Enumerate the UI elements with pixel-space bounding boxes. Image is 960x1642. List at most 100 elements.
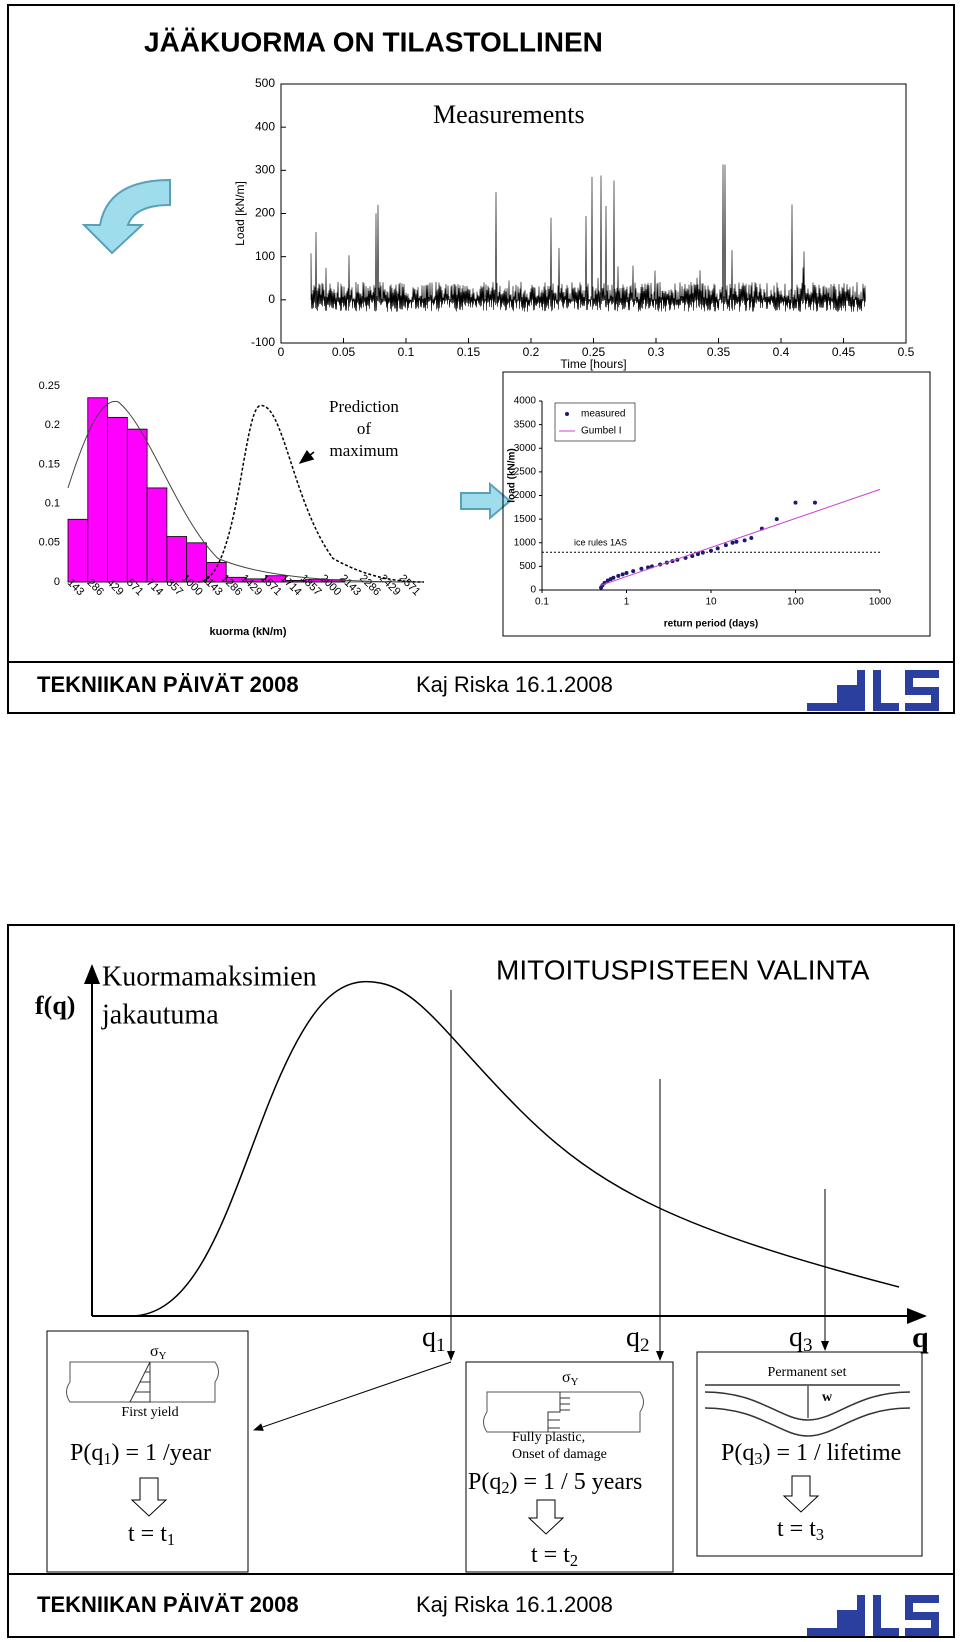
x-tick-label: 0.5 xyxy=(898,345,915,359)
fit-line xyxy=(600,488,881,586)
logo-shape xyxy=(807,1595,865,1636)
x-tick-label: 2000 xyxy=(318,572,344,598)
x-tick-label: 0.3 xyxy=(648,345,665,359)
bar xyxy=(146,487,168,583)
text-part: P(q xyxy=(721,1440,754,1466)
x-tick-label: 1286 xyxy=(219,572,245,598)
down-arrow xyxy=(527,1499,565,1535)
logo-shape xyxy=(807,670,865,711)
bar xyxy=(126,428,148,583)
probability: P(q2) = 1 / 5 years xyxy=(468,1469,642,1497)
logo xyxy=(807,670,939,711)
bar xyxy=(67,518,89,583)
point xyxy=(709,548,713,553)
q-label: q3 xyxy=(789,1322,813,1356)
time-label: t = t1 xyxy=(128,1521,175,1549)
bar xyxy=(87,397,108,583)
signal-trace xyxy=(310,164,866,312)
y-tick-label: 400 xyxy=(255,119,275,133)
time-label: t = t2 xyxy=(531,1542,578,1570)
x-tick-label: 0 xyxy=(278,345,285,359)
point xyxy=(742,538,747,543)
stress-diagram xyxy=(129,1361,151,1403)
x-axis-label: kuorma (kN/m) xyxy=(209,626,286,638)
x-tick-label: 10 xyxy=(705,597,717,608)
y-tick-label: 0.25 xyxy=(39,380,60,392)
stress-label: σY xyxy=(150,1343,167,1362)
x-tick-label: 0.25 xyxy=(582,345,606,359)
stress-diagram xyxy=(547,1392,570,1432)
logo xyxy=(807,1595,939,1636)
logo-shape xyxy=(905,1595,939,1636)
footer-author: Kaj Riska 16.1.2008 xyxy=(416,672,613,697)
x-tick-label: 0.2 xyxy=(523,345,540,359)
point xyxy=(620,572,625,577)
stress-label: σY xyxy=(562,1369,579,1388)
point xyxy=(812,500,817,505)
annotation-arrow xyxy=(298,449,315,464)
caption: Permanent set xyxy=(768,1365,847,1380)
y-tick-label: 0.05 xyxy=(39,537,60,549)
y-tick-label: 0.1 xyxy=(45,498,60,510)
subscript: Y xyxy=(571,1376,579,1388)
distribution-curve xyxy=(130,980,900,1317)
subscript: 1 xyxy=(167,1530,175,1549)
footer-event: TEKNIIKAN PÄIVÄT 2008 xyxy=(37,1592,299,1617)
text-part: q xyxy=(789,1322,803,1353)
x-axis-label: return period (days) xyxy=(664,619,758,630)
text-part: t = t xyxy=(531,1542,570,1568)
legend-label: measured xyxy=(581,409,625,420)
axis-label: q xyxy=(912,1321,929,1354)
logo-shape xyxy=(905,670,939,711)
y-tick-label: 500 xyxy=(519,561,536,572)
text-part: ) = 1 / 5 years xyxy=(510,1469,643,1495)
caption: First yield xyxy=(121,1405,178,1420)
y-tick-label: 2500 xyxy=(514,467,537,478)
x-tick-label: 0.1 xyxy=(398,345,415,359)
point xyxy=(730,540,735,545)
y-tick-label: 1000 xyxy=(514,537,537,548)
caption: Fully plastic, xyxy=(512,1430,585,1445)
slide-title: MITOITUSPISTEEN VALINTA xyxy=(496,954,870,985)
subscript: 2 xyxy=(570,1551,578,1570)
subscript: 3 xyxy=(816,1525,824,1544)
subscript: 3 xyxy=(803,1335,813,1356)
y-tick-label: 0.2 xyxy=(45,419,60,431)
point xyxy=(734,539,739,544)
y-tick-label: 2000 xyxy=(514,490,537,501)
logo-shape xyxy=(873,1595,899,1636)
logo-shape xyxy=(873,670,899,711)
text-part: t = t xyxy=(128,1521,167,1547)
x-tick-label: 0.35 xyxy=(707,345,731,359)
point xyxy=(700,550,705,555)
point xyxy=(631,569,636,574)
x-tick-label: 0.4 xyxy=(773,345,790,359)
fitted-curve xyxy=(67,400,425,583)
text-part: q xyxy=(626,1322,640,1353)
footer-author: Kaj Riska 16.1.2008 xyxy=(416,1592,613,1617)
y-tick-label: 200 xyxy=(255,206,275,220)
pointer-arrow xyxy=(253,1361,452,1431)
annotation: maximum xyxy=(330,441,399,460)
y-tick-label: -100 xyxy=(251,335,275,349)
slide-title: JÄÄKUORMA ON TILASTOLLINEN xyxy=(144,26,603,57)
deflection-label: w xyxy=(822,1390,833,1405)
point xyxy=(616,573,621,578)
slide-frame xyxy=(7,924,955,1638)
text-part: t = t xyxy=(777,1516,816,1542)
down-arrow xyxy=(130,1477,168,1517)
x-tick-label: 1000 xyxy=(869,597,892,608)
subscript: Y xyxy=(159,1350,167,1362)
case-box xyxy=(696,1351,923,1557)
bar xyxy=(107,416,128,583)
point xyxy=(774,517,779,522)
x-tick-label: 2571 xyxy=(397,572,423,598)
subscript: 3 xyxy=(754,1449,762,1468)
x-axis-label: Time [hours] xyxy=(560,357,626,371)
legend-box xyxy=(554,402,636,442)
y-tick-label: 0 xyxy=(54,576,60,588)
legend-swatch xyxy=(565,412,569,416)
y-tick-label: 0.15 xyxy=(39,458,60,470)
y-axis-label: f(q) xyxy=(35,991,75,1020)
chart-frame xyxy=(502,371,931,637)
